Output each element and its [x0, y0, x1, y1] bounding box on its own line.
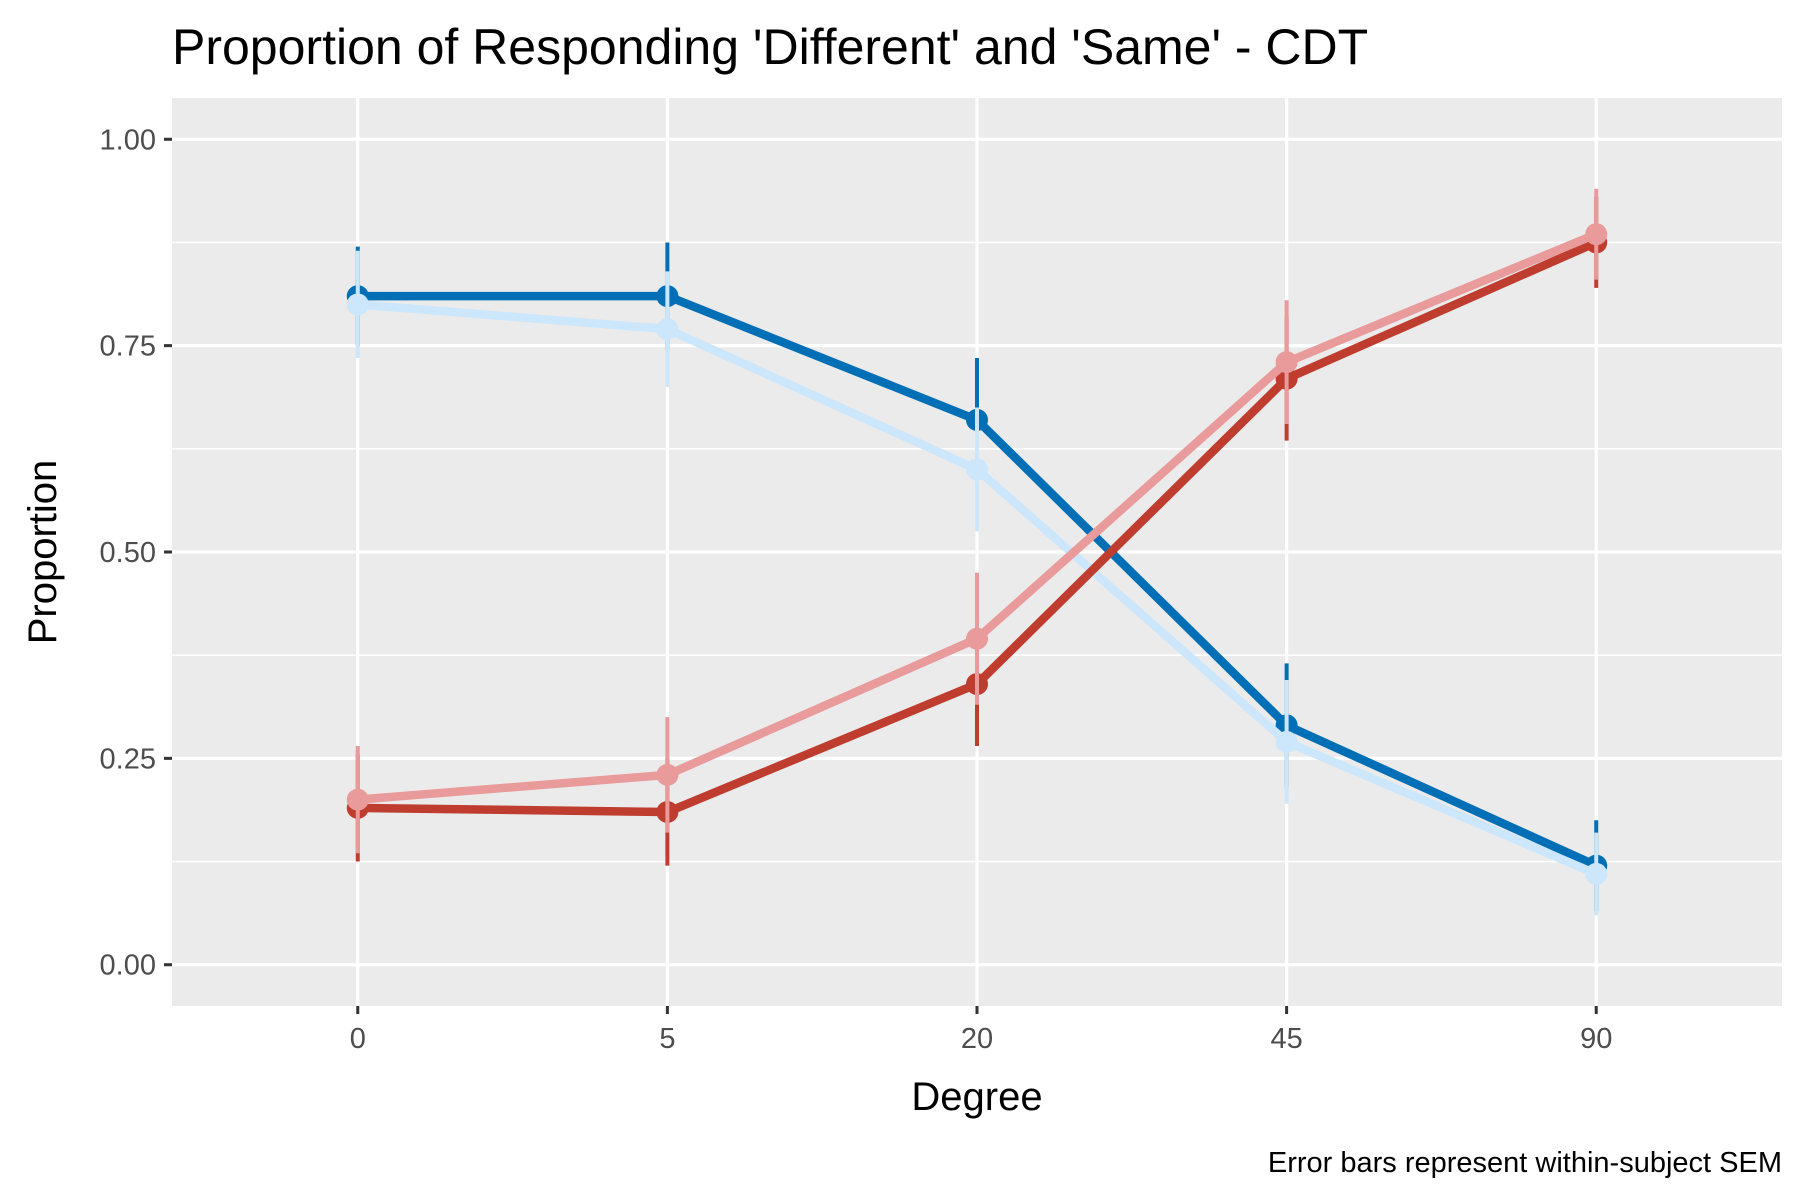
y-axis: 0.00 0.25 0.50 0.75 1.00 [100, 124, 172, 982]
data-point [346, 788, 369, 811]
chart-title: Proportion of Responding 'Different' and… [172, 19, 1368, 75]
series-2 [346, 250, 1608, 916]
data-point [1585, 862, 1608, 885]
data-point [346, 293, 369, 316]
y-tick-label: 0.75 [100, 331, 156, 363]
data-point [966, 627, 988, 650]
series-4 [346, 188, 1608, 854]
data-point [656, 763, 679, 786]
x-tick-label: 45 [1270, 1023, 1302, 1055]
data-point [1275, 730, 1298, 753]
x-axis-title: Degree [911, 1075, 1042, 1119]
y-tick-label: 1.00 [100, 124, 156, 156]
data-point [1585, 223, 1608, 246]
y-tick-label: 0.25 [100, 743, 156, 775]
x-tick-label: 90 [1580, 1023, 1612, 1055]
y-axis-title: Proportion [21, 460, 65, 645]
series-layer [346, 188, 1608, 916]
x-tick-label: 0 [350, 1023, 366, 1055]
data-point [1275, 351, 1298, 374]
chart-caption: Error bars represent within-subject SEM [1268, 1147, 1782, 1179]
y-tick-label: 0.00 [100, 950, 156, 982]
x-tick-label: 5 [659, 1023, 675, 1055]
data-point [656, 318, 679, 341]
y-tick-label: 0.50 [100, 537, 156, 569]
x-tick-label: 20 [961, 1023, 993, 1055]
data-point [966, 458, 988, 481]
x-axis: 0 5 20 45 90 [350, 1006, 1612, 1055]
